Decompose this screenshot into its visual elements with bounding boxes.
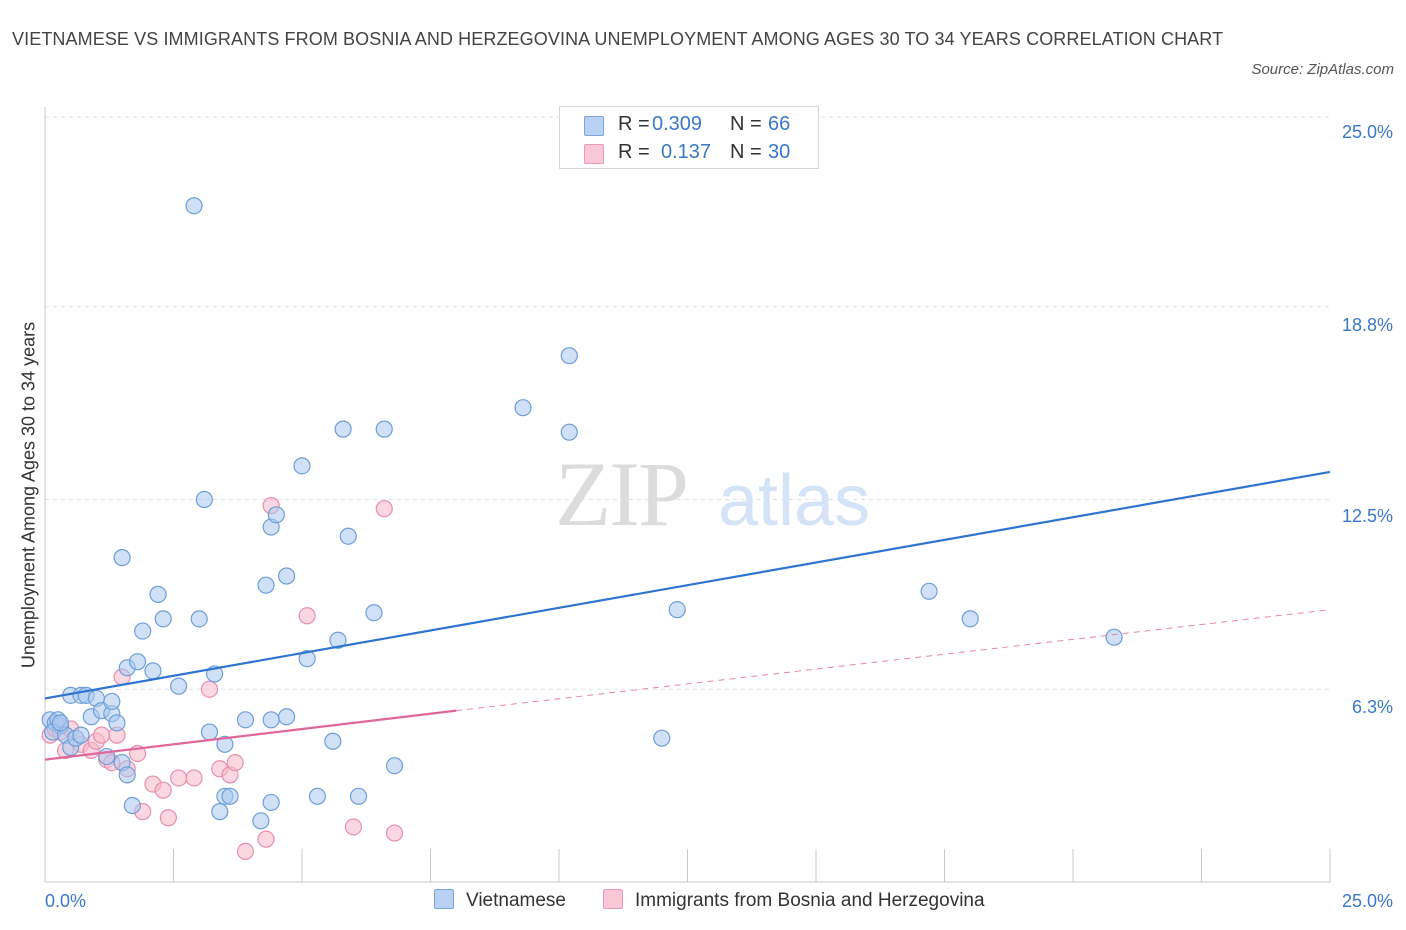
data-point-vietnamese [324, 732, 342, 750]
x-tick-label: 25.0% [1341, 891, 1393, 911]
watermark: ZIP atlas [555, 443, 870, 545]
data-point-bosnia [200, 680, 219, 698]
data-point-vietnamese [375, 420, 393, 438]
y-tick-label: 12.5% [1341, 506, 1393, 526]
trend-line-bosnia-extension [456, 609, 1331, 712]
data-point-vietnamese [267, 506, 285, 524]
data-point-vietnamese [560, 347, 578, 365]
legend-swatch-vietnamese [584, 116, 604, 136]
legend-n-value: 30 [768, 141, 791, 163]
legend-n-label: N = [730, 113, 762, 135]
data-point-vietnamese [277, 567, 296, 585]
legend-r-value: 0.309 [652, 113, 703, 135]
data-point-vietnamese [349, 787, 368, 805]
y-axis-label: Unemployment Among Ages 30 to 34 years [18, 321, 39, 669]
data-point-bosnia [298, 607, 316, 625]
x-tick-label: 0.0% [45, 891, 87, 911]
y-tick-label: 6.3% [1351, 697, 1393, 717]
legend-r-label: R = [618, 141, 650, 163]
data-point-vietnamese [113, 549, 131, 567]
data-point-vietnamese [236, 711, 255, 729]
data-point-bosnia [185, 769, 203, 787]
data-point-bosnia [344, 818, 362, 836]
bottom-legend-swatch-vietnamese [434, 889, 454, 909]
stats-legend: R = 0.309 N = 66 R = 0.137 N = 30 [559, 106, 819, 169]
y-tick-label: 25.0% [1341, 122, 1393, 142]
data-point-vietnamese [252, 812, 270, 830]
trend-line-vietnamese [44, 470, 1331, 700]
bottom-legend-bosnia: Immigrants from Bosnia and Herzegovina [603, 889, 985, 912]
data-point-bosnia [385, 824, 404, 842]
data-point-vietnamese [123, 796, 141, 815]
data-point-vietnamese [51, 714, 70, 732]
data-point-vietnamese [668, 601, 686, 619]
legend-r-value: 0.137 [661, 141, 712, 163]
trend-line-bosnia [44, 709, 457, 761]
bottom-legend-label: Vietnamese [466, 890, 566, 911]
grid-lines [45, 116, 1330, 690]
data-point-vietnamese [144, 662, 162, 680]
legend-n-label: N = [730, 141, 762, 163]
data-point-vietnamese [653, 729, 671, 747]
data-point-vietnamese [149, 585, 167, 603]
data-point-vietnamese [1105, 628, 1123, 646]
data-point-vietnamese [334, 420, 352, 438]
data-point-vietnamese [128, 653, 147, 671]
watermark-zip: ZIP [555, 443, 687, 545]
data-point-vietnamese [262, 793, 280, 812]
watermark-atlas: atlas [718, 461, 870, 541]
data-point-vietnamese [339, 527, 357, 545]
data-point-vietnamese [961, 610, 979, 628]
legend-swatch-bosnia [584, 144, 604, 164]
data-point-vietnamese [514, 399, 532, 417]
bottom-legend-label: Immigrants from Bosnia and Herzegovina [635, 890, 985, 911]
axes [44, 107, 1331, 883]
data-point-vietnamese [211, 803, 229, 821]
data-point-vietnamese [308, 787, 327, 805]
data-point-vietnamese [262, 711, 280, 729]
legend-r-label: R = [618, 113, 650, 135]
data-point-vietnamese [257, 576, 275, 594]
chart-source: Source: ZipAtlas.com [1251, 61, 1394, 78]
data-point-vietnamese [195, 490, 213, 509]
data-point-vietnamese [365, 604, 383, 622]
data-point-bosnia [375, 500, 393, 518]
data-point-vietnamese [190, 610, 208, 628]
data-point-vietnamese [293, 457, 311, 475]
data-point-vietnamese [72, 726, 90, 744]
data-point-vietnamese [103, 692, 121, 711]
legend-row-vietnamese: R = 0.309 N = 66 [584, 113, 814, 139]
data-point-vietnamese [108, 714, 126, 732]
data-point-vietnamese [216, 735, 234, 753]
data-point-bosnia [159, 809, 177, 827]
bottom-legend-vietnamese: Vietnamese [434, 889, 566, 912]
data-point-vietnamese [118, 766, 136, 784]
data-point-vietnamese [134, 622, 152, 640]
data-point-vietnamese [154, 610, 172, 628]
chart-title: VIETNAMESE VS IMMIGRANTS FROM BOSNIA AND… [12, 29, 1224, 49]
data-point-bosnia [226, 754, 244, 772]
data-point-vietnamese [277, 708, 296, 726]
legend-row-bosnia: R = 0.137 N = 30 [584, 141, 814, 167]
y-tick-label: 18.8% [1341, 315, 1393, 335]
trend-lines [44, 470, 1331, 761]
data-point-vietnamese [920, 582, 938, 600]
bottom-legend-swatch-bosnia [603, 889, 623, 909]
data-point-vietnamese [170, 677, 188, 695]
data-point-vietnamese [560, 423, 578, 441]
data-point-bosnia [154, 781, 172, 799]
data-point-vietnamese [200, 723, 219, 741]
data-point-vietnamese [298, 650, 316, 668]
data-point-bosnia [92, 726, 111, 744]
data-point-bosnia [170, 769, 188, 787]
data-point-vietnamese [385, 757, 404, 775]
data-point-vietnamese [221, 787, 239, 805]
legend-n-value: 66 [768, 113, 791, 135]
data-point-vietnamese [185, 197, 203, 215]
data-point-bosnia [236, 842, 255, 861]
data-point-bosnia [257, 830, 275, 848]
data-point-vietnamese [329, 631, 347, 649]
